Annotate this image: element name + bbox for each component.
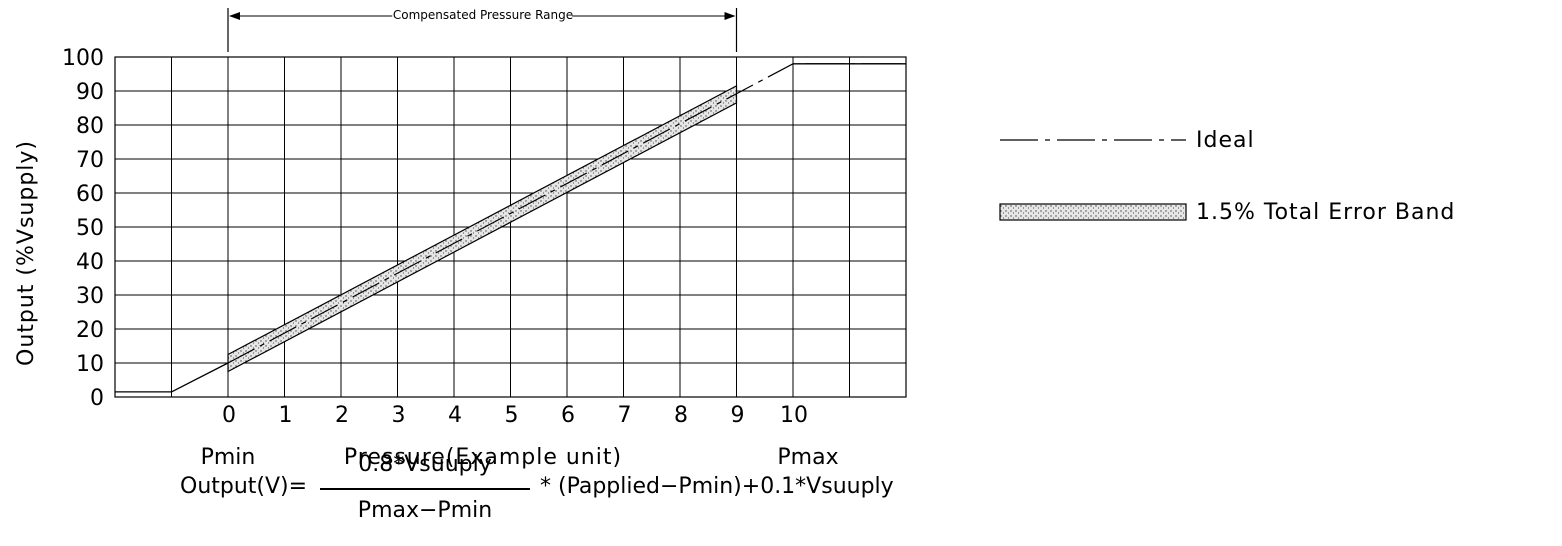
x-tick-label: 4 (448, 403, 462, 428)
range-arrowhead-left (229, 12, 240, 20)
output-transition-segment (171, 362, 229, 393)
compensated-range-annotation: Compensated Pressure Range (227, 8, 738, 52)
y-axis-label: Output (%Vsupply) (14, 140, 39, 366)
x-tick-label: 8 (674, 403, 688, 428)
y-tick-label: 90 (76, 80, 104, 105)
ideal-line-layer (115, 63, 906, 393)
legend-error-band-label: 1.5% Total Error Band (1196, 200, 1456, 225)
x-tick-label: 0 (222, 403, 236, 428)
y-tick-label: 50 (76, 216, 104, 241)
fraction-bar (320, 488, 530, 490)
compensated-range-label: Compensated Pressure Range (393, 8, 573, 22)
y-tick-label: 30 (76, 284, 104, 309)
y-tick-label: 0 (90, 386, 104, 411)
grid (114, 56, 907, 398)
x-axis-label: Pressure(Example unit) (344, 445, 622, 470)
legend-ideal-label: Ideal (1196, 128, 1255, 153)
y-tick-label: 10 (76, 352, 104, 377)
formula-left: Output(V)= (180, 474, 308, 499)
x-tick-label: 2 (335, 403, 349, 428)
formula-numerator: 0.8*Vsuuply (358, 452, 492, 477)
formula-right: * (Papplied−Pmin)+0.1*Vsuuply (540, 474, 894, 499)
x-tick-label: 3 (392, 403, 406, 428)
x-tick-label: 1 (279, 403, 293, 428)
range-arrowhead-right (724, 12, 736, 20)
y-tick-label: 70 (76, 148, 104, 173)
pmin-label: Pmin (201, 445, 256, 470)
x-tick-label: 5 (505, 403, 519, 428)
ideal-line (227, 63, 794, 364)
formula-denominator: Pmax−Pmin (357, 498, 493, 523)
x-tick-label: 6 (561, 403, 575, 428)
y-tick-label: 20 (76, 318, 104, 343)
x-tick-label: 9 (731, 403, 745, 428)
x-tick-labels: 0 1 2 3 4 5 6 7 8 9 10 (222, 403, 808, 428)
x-tick-label: 7 (618, 403, 632, 428)
legend (999, 139, 1187, 221)
y-tick-label: 60 (76, 182, 104, 207)
y-tick-label: 40 (76, 250, 104, 275)
legend-error-band-swatch (999, 203, 1187, 221)
y-tick-label: 80 (76, 114, 104, 139)
y-tick-labels: 0 10 20 30 40 50 60 70 80 90 100 (62, 46, 104, 411)
x-tick-label: 10 (780, 403, 808, 428)
y-tick-label: 100 (62, 46, 104, 71)
pmax-label: Pmax (777, 445, 838, 470)
